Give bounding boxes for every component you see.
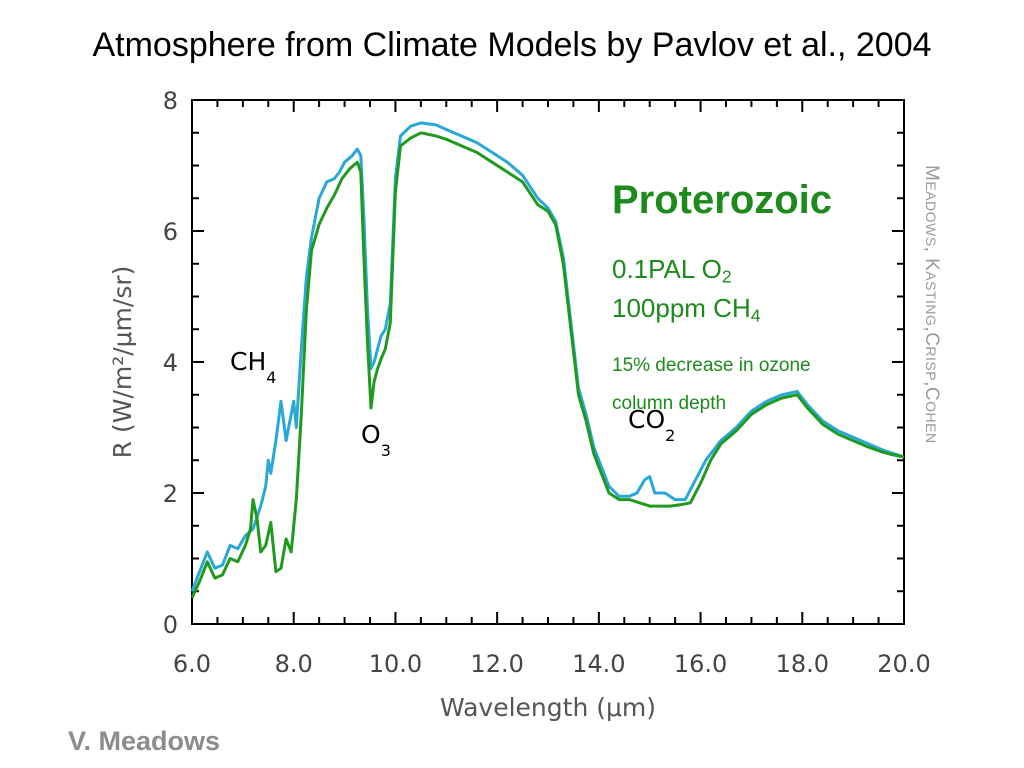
o3-molecule-label: O3 (361, 420, 391, 460)
image-credit: MEADOWS, KASTING,CRISP,COHEN (921, 165, 942, 444)
o2-concentration-label: 0.1PAL O2 (612, 254, 732, 287)
ch4-molecule-label: CH4 (230, 347, 276, 387)
series-line-proterozoic (190, 131, 905, 599)
y-axis-label: R (W/m²/μm/sr) (108, 266, 137, 459)
co2-molecule-label: CO2 (628, 405, 675, 445)
author-credit: V. Meadows (68, 726, 221, 756)
x-tick-label: 16.0 (674, 650, 727, 678)
x-tick-label: 14.0 (572, 650, 625, 678)
axis-ticks (191, 99, 905, 625)
ch4-concentration-label: 100ppm CH4 (612, 293, 761, 326)
y-tick-label: 0 (163, 611, 178, 639)
y-tick-label: 8 (163, 87, 178, 115)
slide-title: Atmosphere from Climate Models by Pavlov… (92, 26, 932, 64)
x-tick-label: 6.0 (173, 650, 211, 678)
x-tick-label: 20.0 (877, 650, 930, 678)
y-tick-labels: 0 2 4 6 8 (163, 87, 178, 639)
x-tick-label: 12.0 (470, 650, 523, 678)
ozone-note-line1: 15% decrease in ozone (612, 355, 811, 376)
y-tick-label: 2 (163, 480, 178, 508)
epoch-label: Proterozoic (612, 178, 833, 222)
ozone-note-line2: column depth (612, 393, 727, 414)
series-layer (190, 121, 905, 599)
x-tick-label: 10.0 (369, 650, 422, 678)
x-tick-labels: 6.0 8.0 10.0 12.0 14.0 16.0 18.0 20.0 (173, 650, 931, 678)
x-axis-label: Wavelength (μm) (440, 693, 656, 722)
x-tick-label: 8.0 (275, 650, 313, 678)
y-tick-label: 4 (163, 349, 178, 377)
series-line-reference (190, 121, 905, 592)
y-tick-label: 6 (163, 218, 178, 246)
x-tick-label: 18.0 (776, 650, 829, 678)
